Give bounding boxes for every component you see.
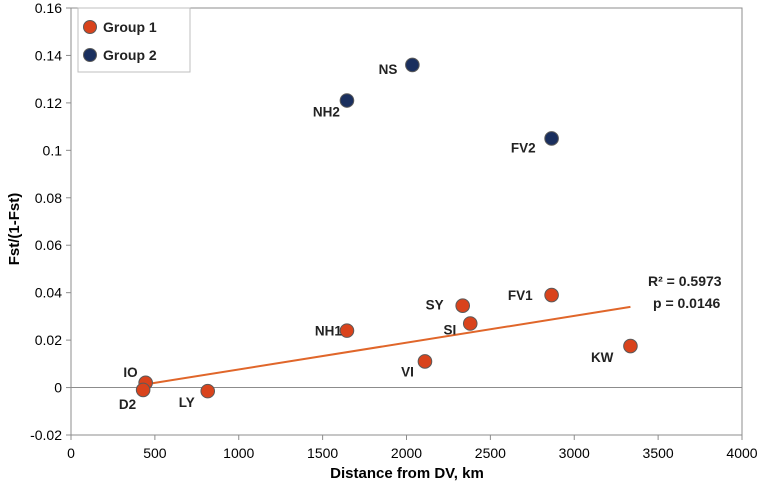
data-point-nh1 xyxy=(339,323,355,338)
legend-label-group-2: Group 2 xyxy=(103,47,157,63)
x-tick-label: 500 xyxy=(143,445,167,461)
x-tick-label: 2000 xyxy=(391,445,422,461)
y-tick-label: 0.14 xyxy=(35,47,62,63)
y-tick-label: 0.12 xyxy=(35,95,62,111)
point-label-fv2: FV2 xyxy=(511,140,536,155)
point-label-nh1: NH1 xyxy=(315,324,342,339)
x-tick-label: 0 xyxy=(67,445,75,461)
data-point-fv1 xyxy=(544,287,559,303)
point-label-io: IO xyxy=(123,365,137,380)
point-labels-layer: IO D2 LY NH1 VI SY SI FV1 KW NS NH2 FV2 xyxy=(119,62,614,412)
legend-marker-group-2 xyxy=(83,48,97,62)
data-point-d2 xyxy=(135,382,151,398)
data-point-fv2 xyxy=(544,131,559,146)
legend-label-group-1: Group 1 xyxy=(103,19,157,35)
x-tick-label: 3500 xyxy=(643,445,674,461)
x-tick-label: 4000 xyxy=(726,445,757,461)
y-tick-label: 0.1 xyxy=(43,142,63,158)
y-tick-label: 0.04 xyxy=(35,285,62,301)
legend: Group 1 Group 2 xyxy=(77,7,191,73)
y-tick-label: 0.02 xyxy=(35,332,62,348)
data-point-sy xyxy=(455,298,470,314)
point-label-vi: VI xyxy=(401,364,414,379)
x-tick-label: 2500 xyxy=(475,445,506,461)
data-point-vi xyxy=(417,354,433,369)
axes: -0.02 0 0.02 0.04 0.06 0.08 0.1 0.12 0.14 0.16 0 50… xyxy=(30,0,758,461)
p-value-annotation: p = 0.0146 xyxy=(653,295,721,311)
y-axis-title: Fst/(1-Fst) xyxy=(6,193,23,266)
legend-box xyxy=(77,7,191,73)
points-layer xyxy=(135,57,638,399)
y-tick-label: 0.06 xyxy=(35,237,62,253)
y-tick-label: 0.08 xyxy=(35,190,62,206)
point-label-ly: LY xyxy=(179,395,195,410)
x-tick-label: 1000 xyxy=(223,445,254,461)
point-label-fv1: FV1 xyxy=(508,288,533,303)
data-point-ns xyxy=(405,57,420,73)
point-label-d2: D2 xyxy=(119,397,136,412)
y-tick-label: 0 xyxy=(54,380,62,396)
point-label-ns: NS xyxy=(379,62,398,77)
data-point-ly xyxy=(200,383,216,399)
point-label-sy: SY xyxy=(426,298,444,313)
y-tick-label: 0.16 xyxy=(35,0,62,16)
data-point-si xyxy=(462,316,478,331)
point-label-kw: KW xyxy=(591,350,614,365)
data-point-nh2 xyxy=(339,93,355,108)
x-axis-title: Distance from DV, km xyxy=(330,465,484,482)
y-tick-label: -0.02 xyxy=(30,427,62,443)
data-point-kw xyxy=(623,338,638,354)
point-label-si: SI xyxy=(443,323,456,338)
trendline xyxy=(142,305,631,386)
legend-marker-group-1 xyxy=(83,20,97,34)
point-label-nh2: NH2 xyxy=(313,105,340,120)
trendline-layer xyxy=(142,305,631,386)
x-tick-label: 3000 xyxy=(559,445,590,461)
x-tick-label: 1500 xyxy=(307,445,338,461)
r-squared-annotation: R² = 0.5973 xyxy=(648,273,722,289)
